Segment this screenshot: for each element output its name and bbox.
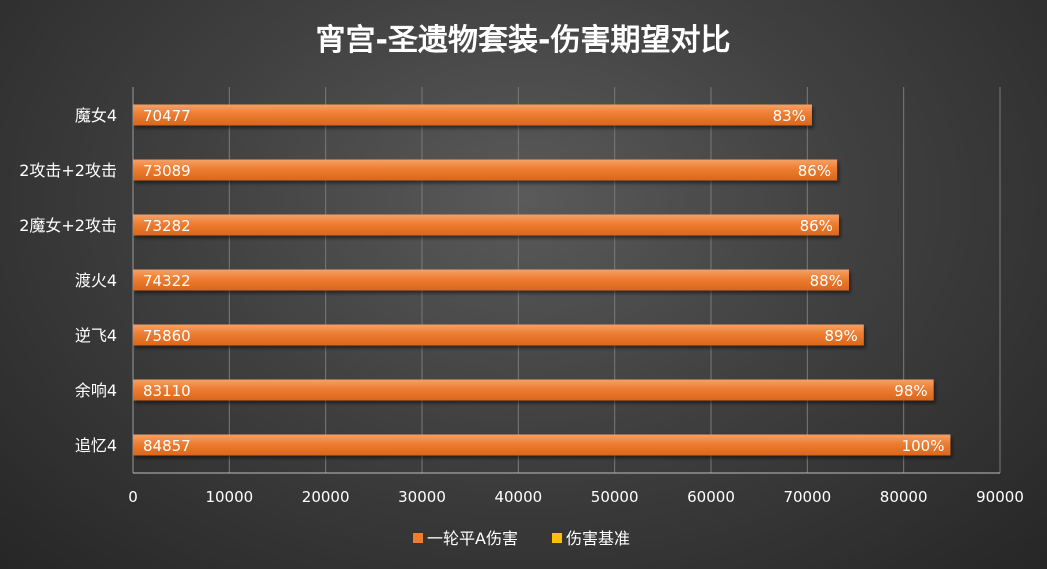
- x-tick-label: 90000: [976, 488, 1024, 506]
- bar: [133, 379, 934, 401]
- bar: [133, 104, 812, 126]
- bar: [133, 214, 839, 236]
- bar-value-label: 70477: [143, 107, 191, 125]
- legend-label-baseline: 伤害基准: [566, 529, 630, 548]
- bar: [133, 434, 951, 456]
- x-tick-label: 0: [128, 488, 138, 506]
- category-label: 渡火4: [75, 271, 117, 290]
- bar-percent-label: 89%: [824, 327, 857, 345]
- bar-percent-label: 100%: [902, 437, 945, 455]
- x-tick-label: 30000: [398, 488, 446, 506]
- x-tick-label: 10000: [205, 488, 253, 506]
- bar-value-label: 75860: [143, 327, 191, 345]
- bar: [133, 159, 838, 181]
- bar-value-label: 73089: [143, 162, 191, 180]
- legend-swatch-baseline: [552, 533, 562, 543]
- category-label: 魔女4: [75, 106, 117, 125]
- legend-label-damage: 一轮平A伤害: [427, 529, 518, 548]
- x-tick-label: 60000: [687, 488, 735, 506]
- bar-value-label: 73282: [143, 217, 191, 235]
- bar: [133, 324, 864, 346]
- bar-percent-label: 83%: [773, 107, 806, 125]
- x-tick-label: 80000: [880, 488, 928, 506]
- bar-percent-label: 86%: [798, 162, 831, 180]
- category-label: 2魔女+2攻击: [19, 216, 117, 235]
- bar-value-label: 74322: [143, 272, 191, 290]
- category-label: 余响4: [75, 381, 117, 400]
- bar-percent-label: 86%: [800, 217, 833, 235]
- category-label: 追忆4: [75, 436, 117, 455]
- chart-title: 宵宫-圣遗物套装-伤害期望对比: [316, 23, 731, 58]
- x-tick-label: 70000: [783, 488, 831, 506]
- bar: [133, 269, 849, 291]
- bar-value-label: 84857: [143, 437, 191, 455]
- x-tick-label: 20000: [302, 488, 350, 506]
- x-tick-label: 40000: [494, 488, 542, 506]
- category-label: 2攻击+2攻击: [19, 161, 117, 180]
- legend-swatch-damage: [413, 533, 423, 543]
- x-tick-label: 50000: [591, 488, 639, 506]
- bar-percent-label: 88%: [810, 272, 843, 290]
- category-label: 逆飞4: [75, 326, 117, 345]
- bar-percent-label: 98%: [894, 382, 927, 400]
- bar-value-label: 83110: [143, 382, 191, 400]
